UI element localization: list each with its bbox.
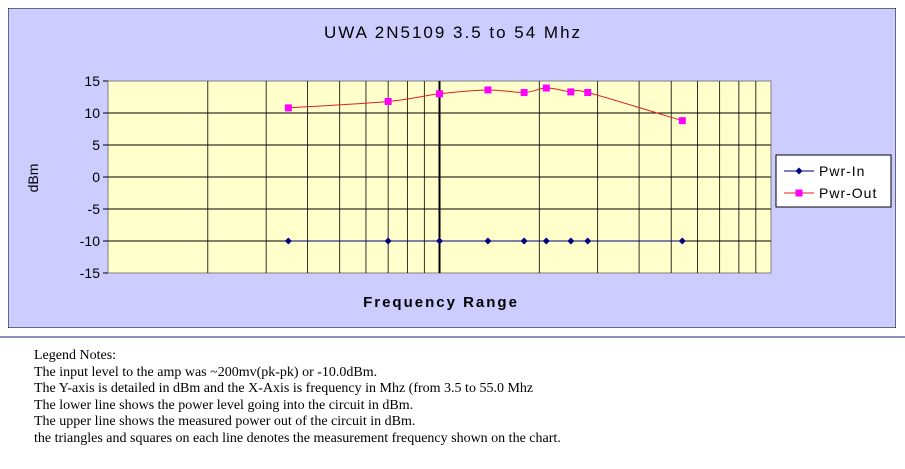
chart-svg: UWA 2N5109 3.5 to 54 Mhz 151050-5-10-15 … xyxy=(7,7,897,329)
data-point xyxy=(436,90,443,98)
note-line-3: The lower line shows the power level goi… xyxy=(34,397,414,413)
legend-label: Pwr-Out xyxy=(819,185,877,201)
data-point xyxy=(678,117,686,125)
data-point xyxy=(436,237,443,245)
legend-item: Pwr-Out xyxy=(784,185,877,201)
data-point xyxy=(484,86,492,94)
data-point xyxy=(678,237,686,245)
data-point xyxy=(520,237,528,245)
x-axis-label: Frequency Range xyxy=(363,294,519,311)
chart-area: UWA 2N5109 3.5 to 54 Mhz 15 10 5 0 -5 -10 -15 … xyxy=(7,7,897,329)
data-point xyxy=(284,237,292,245)
y-tick-label: 15 xyxy=(84,73,100,89)
data-point xyxy=(542,237,550,245)
y-tick-label: 5 xyxy=(92,137,100,153)
note-line-1: The input level to the amp was ~200mv(pk… xyxy=(34,364,378,380)
note-line-4: The upper line shows the measured power … xyxy=(34,414,416,429)
data-point xyxy=(484,237,492,245)
y-tick-label: 0 xyxy=(92,169,100,185)
y-tick-label: -15 xyxy=(80,265,100,281)
legend-notes: Legend Notes: The input level to the amp… xyxy=(0,336,905,469)
chart-title: UWA 2N5109 3.5 to 54 Mhz xyxy=(324,23,582,42)
data-point xyxy=(567,237,575,245)
y-tick-labels: 15 10 5 0 -5 -10 -15 xyxy=(80,73,108,281)
legend-marker xyxy=(795,189,803,197)
series-layer xyxy=(284,84,686,245)
y-tick-label: -5 xyxy=(88,201,101,217)
note-line-2: The Y-axis is detailed in dBm and the X-… xyxy=(34,381,534,396)
y-tick-label: -10 xyxy=(80,233,100,249)
data-point xyxy=(542,84,550,92)
legend-items: Pwr-In Pwr-Out xyxy=(784,163,877,201)
legend-box xyxy=(775,154,892,208)
legend-item: Pwr-In xyxy=(784,163,865,179)
data-point xyxy=(520,89,528,97)
legend-marker xyxy=(795,167,803,175)
note-line-5: the triangles and squares on each line d… xyxy=(34,430,561,446)
data-point xyxy=(284,104,292,112)
data-point xyxy=(567,88,575,96)
data-point xyxy=(584,237,592,245)
legend: Pwr-In Pwr-Out xyxy=(775,154,892,208)
data-point xyxy=(584,89,592,97)
legend-label: Pwr-In xyxy=(819,163,865,179)
series-pwr-out xyxy=(284,84,686,125)
data-point xyxy=(384,97,392,105)
y-tick-label: 10 xyxy=(84,105,100,121)
series-pwr-in xyxy=(284,237,686,245)
y-axis-label: dBm xyxy=(25,164,41,193)
notes-heading: Legend Notes: xyxy=(34,348,117,363)
data-point xyxy=(384,237,392,245)
